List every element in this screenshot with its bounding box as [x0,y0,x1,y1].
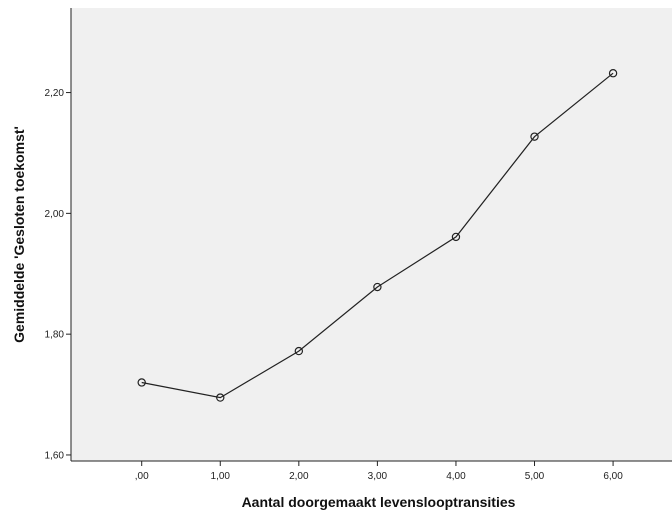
data-point [451,232,461,242]
x-tick-label: 4,00 [446,471,466,482]
axes [70,8,672,462]
y-tick-label: 2,00 [45,209,65,220]
x-tick-label: ,00 [135,471,149,482]
series-group [137,69,618,402]
x-ticks: ,00 1,00 2,00 3,00 4,00 5,00 6,00 [135,461,623,482]
y-tick-label: 2,20 [45,88,65,99]
y-axis-title: Gemiddelde 'Gesloten toekomst' [11,126,27,343]
x-tick-label: 3,00 [368,471,388,482]
data-point [294,346,304,356]
data-point [373,282,382,292]
series-line [141,72,614,399]
data-point [216,393,225,402]
plot-area [71,8,672,461]
x-tick-label: 2,00 [289,471,309,482]
y-tick-label: 1,80 [45,330,65,341]
data-point [137,378,146,387]
y-tick-label: 1,60 [45,450,65,461]
x-axis-title: Aantal doorgemaakt levenslooptransities [242,494,516,510]
x-tick-label: 6,00 [603,471,623,482]
x-tick-label: 1,00 [211,471,231,482]
x-tick-label: 5,00 [525,471,545,482]
data-point [530,132,539,141]
y-ticks: 1,60 1,80 2,00 2,20 [45,88,71,461]
data-point [608,69,618,78]
